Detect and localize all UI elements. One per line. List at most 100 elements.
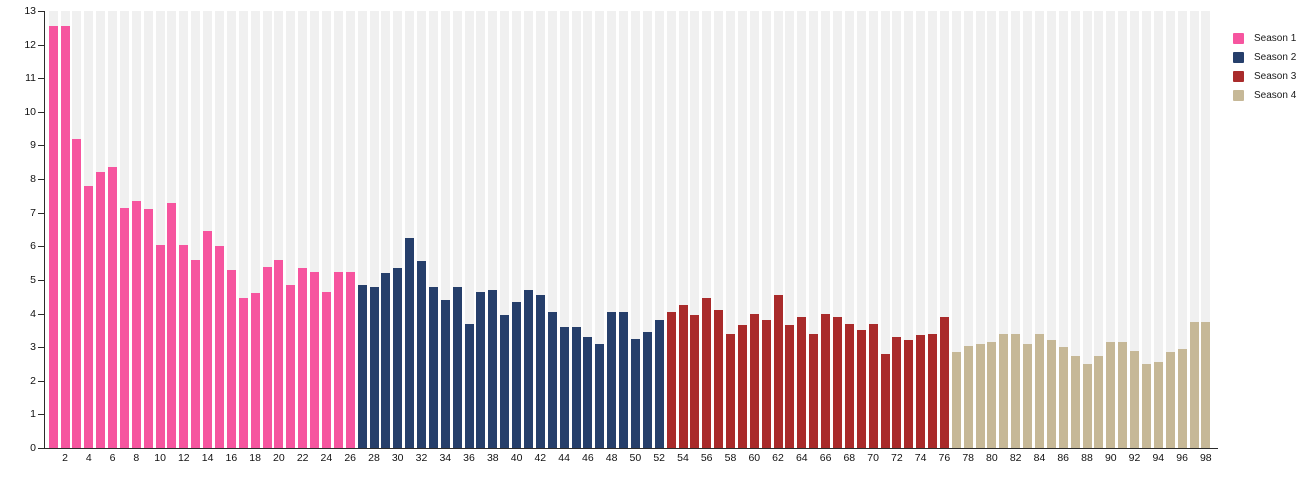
bar-episode-26[interactable]	[345, 271, 355, 448]
bar-episode-50[interactable]	[630, 338, 640, 449]
bar-episode-48[interactable]	[607, 311, 617, 448]
bar-episode-79[interactable]	[975, 343, 985, 448]
bar-episode-52[interactable]	[654, 320, 664, 448]
bar-episode-8[interactable]	[131, 200, 141, 448]
bar-episode-77[interactable]	[951, 352, 961, 448]
bar-episode-91[interactable]	[1118, 342, 1128, 448]
bar-episode-7[interactable]	[119, 207, 129, 448]
bar-episode-38[interactable]	[488, 290, 498, 448]
bar-episode-39[interactable]	[500, 315, 510, 448]
bar-episode-1[interactable]	[48, 26, 58, 448]
bar-episode-15[interactable]	[215, 246, 224, 448]
bar-episode-84[interactable]	[1035, 333, 1044, 448]
bar-episode-73[interactable]	[904, 340, 914, 448]
bar-episode-25[interactable]	[333, 271, 343, 448]
bar-episode-86[interactable]	[1058, 347, 1068, 448]
bar-episode-70[interactable]	[868, 323, 878, 448]
bar-episode-69[interactable]	[856, 330, 866, 448]
bar-episode-64[interactable]	[797, 316, 807, 448]
bar-episode-74[interactable]	[916, 335, 926, 448]
bar-episode-36[interactable]	[464, 323, 474, 448]
bar-episode-23[interactable]	[310, 271, 319, 448]
bar-episode-55[interactable]	[690, 315, 700, 448]
bar-episode-83[interactable]	[1023, 343, 1033, 448]
bar-episode-98[interactable]	[1201, 321, 1211, 448]
bar-episode-59[interactable]	[737, 325, 747, 448]
bar-episode-75[interactable]	[928, 333, 937, 448]
bar-episode-12[interactable]	[179, 244, 189, 448]
legend-item-season-2[interactable]: Season 2	[1233, 48, 1296, 67]
bar-episode-92[interactable]	[1130, 350, 1139, 448]
bar-episode-53[interactable]	[666, 311, 676, 448]
bar-episode-54[interactable]	[678, 305, 688, 448]
bar-episode-43[interactable]	[547, 311, 557, 448]
bar-episode-33[interactable]	[428, 286, 438, 448]
bar-episode-87[interactable]	[1070, 355, 1080, 448]
bar-episode-56[interactable]	[702, 298, 712, 448]
legend-item-season-4[interactable]: Season 4	[1233, 86, 1296, 105]
legend-item-season-3[interactable]: Season 3	[1233, 67, 1296, 86]
bar-episode-31[interactable]	[405, 237, 415, 448]
bar-episode-29[interactable]	[381, 273, 391, 448]
bar-episode-22[interactable]	[298, 268, 308, 448]
bar-episode-28[interactable]	[369, 286, 379, 448]
bar-episode-51[interactable]	[642, 332, 652, 448]
bar-episode-11[interactable]	[167, 202, 177, 448]
bar-episode-89[interactable]	[1094, 355, 1104, 448]
bar-episode-16[interactable]	[226, 269, 236, 448]
bar-episode-18[interactable]	[250, 293, 260, 448]
bar-episode-62[interactable]	[773, 295, 783, 448]
bar-episode-90[interactable]	[1106, 342, 1116, 448]
bar-episode-58[interactable]	[726, 333, 735, 448]
bar-episode-95[interactable]	[1165, 352, 1175, 448]
bar-episode-40[interactable]	[512, 301, 522, 448]
bar-episode-93[interactable]	[1141, 364, 1151, 448]
bar-episode-96[interactable]	[1177, 348, 1187, 448]
bar-episode-14[interactable]	[203, 231, 213, 448]
bar-episode-72[interactable]	[892, 337, 902, 448]
bar-episode-44[interactable]	[559, 327, 569, 448]
bar-episode-82[interactable]	[1011, 333, 1021, 448]
bar-episode-65[interactable]	[809, 333, 819, 448]
bar-episode-45[interactable]	[571, 327, 581, 448]
bar-episode-3[interactable]	[72, 138, 82, 448]
bar-episode-9[interactable]	[143, 209, 153, 448]
bar-episode-94[interactable]	[1153, 362, 1163, 448]
bar-episode-21[interactable]	[286, 285, 296, 448]
bar-episode-76[interactable]	[939, 316, 949, 448]
bar-episode-60[interactable]	[749, 313, 759, 448]
bar-episode-71[interactable]	[880, 353, 890, 448]
bar-episode-78[interactable]	[963, 345, 973, 448]
bar-episode-61[interactable]	[761, 320, 771, 448]
bar-episode-80[interactable]	[987, 342, 997, 448]
bar-episode-57[interactable]	[714, 310, 724, 448]
bar-episode-46[interactable]	[583, 337, 593, 448]
bar-episode-6[interactable]	[108, 167, 117, 448]
bar-episode-97[interactable]	[1189, 321, 1199, 448]
bar-episode-34[interactable]	[440, 300, 450, 448]
bar-episode-5[interactable]	[96, 172, 106, 448]
legend-item-season-1[interactable]: Season 1	[1233, 29, 1296, 48]
bar-episode-30[interactable]	[393, 268, 403, 448]
bar-episode-63[interactable]	[785, 325, 795, 448]
bar-episode-13[interactable]	[191, 259, 201, 448]
bar-episode-41[interactable]	[524, 290, 533, 448]
bar-episode-20[interactable]	[274, 259, 284, 448]
bar-episode-2[interactable]	[60, 26, 70, 448]
bar-episode-37[interactable]	[476, 291, 486, 448]
bar-episode-35[interactable]	[452, 286, 462, 448]
bar-episode-66[interactable]	[821, 313, 831, 448]
bar-episode-17[interactable]	[238, 298, 248, 448]
bar-episode-81[interactable]	[999, 333, 1009, 448]
bar-episode-67[interactable]	[832, 316, 842, 448]
bar-episode-4[interactable]	[84, 185, 94, 448]
bar-episode-85[interactable]	[1046, 340, 1056, 448]
bar-episode-19[interactable]	[262, 266, 272, 448]
bar-episode-42[interactable]	[535, 295, 545, 448]
bar-episode-68[interactable]	[844, 323, 854, 448]
bar-episode-88[interactable]	[1082, 364, 1092, 448]
bar-episode-24[interactable]	[321, 291, 331, 448]
bar-episode-49[interactable]	[619, 311, 628, 448]
bar-episode-27[interactable]	[357, 285, 367, 448]
bar-episode-10[interactable]	[155, 244, 165, 448]
